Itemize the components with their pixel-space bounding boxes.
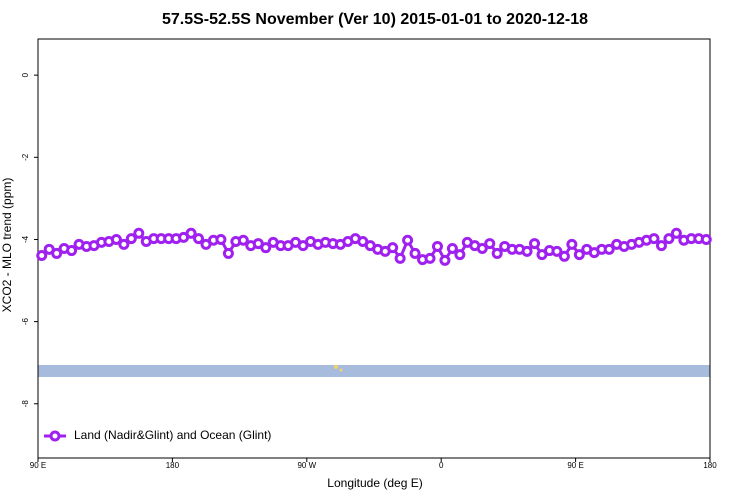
data-point <box>110 233 122 245</box>
x-tick-label: 180 <box>703 461 717 470</box>
y-tick-label: -2 <box>21 153 30 161</box>
data-point <box>700 233 712 245</box>
x-axis-label: Longitude (deg E) <box>327 476 422 490</box>
data-point <box>185 227 197 239</box>
data-point <box>125 233 137 245</box>
data-point <box>36 249 48 261</box>
legend-label: Land (Nadir&Glint) and Ocean (Glint) <box>74 428 271 442</box>
data-point <box>558 250 570 262</box>
data-point <box>387 242 399 254</box>
data-point <box>491 247 503 259</box>
data-point <box>424 252 436 264</box>
x-tick-label: 90 E <box>30 461 46 470</box>
data-point <box>431 240 443 252</box>
legend-marker <box>49 430 61 442</box>
chart-title: 57.5S-52.5S November (Ver 10) 2015-01-01… <box>162 11 588 28</box>
data-point <box>402 234 414 246</box>
data-point <box>409 247 421 259</box>
x-tick-label: 90 E <box>567 461 583 470</box>
x-tick-label: 180 <box>166 461 180 470</box>
land-speck <box>339 368 343 372</box>
data-point <box>663 233 675 245</box>
y-tick-label: 0 <box>21 72 30 77</box>
data-point <box>566 238 578 250</box>
data-point <box>237 234 249 246</box>
x-tick-label: 0 <box>439 461 444 470</box>
data-point <box>439 254 451 266</box>
land-speck <box>334 365 338 369</box>
data-point <box>476 243 488 254</box>
y-tick-label: -8 <box>21 400 30 408</box>
plot-frame <box>37 38 711 459</box>
y-tick-label: -6 <box>21 318 30 326</box>
data-point <box>655 240 667 252</box>
land-ocean-strip <box>38 365 710 377</box>
data-point <box>603 243 615 255</box>
y-axis-label: XCO2 - MLO trend (ppm) <box>0 178 14 313</box>
data-point <box>454 249 466 261</box>
data-point <box>118 238 130 250</box>
data-point <box>446 243 458 254</box>
x-tick-label: 90 W <box>297 461 316 470</box>
data-point <box>670 227 682 239</box>
data-point <box>51 247 63 259</box>
data-point <box>222 247 234 259</box>
data-point <box>484 238 496 250</box>
data-point <box>573 249 585 261</box>
data-point <box>394 252 406 264</box>
data-point <box>215 233 227 245</box>
data-point <box>648 233 660 245</box>
data-point <box>260 242 272 254</box>
data-point <box>521 245 533 257</box>
data-point <box>66 245 78 257</box>
y-tick-label: -4 <box>21 235 30 243</box>
data-point <box>133 227 145 239</box>
data-point <box>551 245 563 257</box>
data-point <box>193 233 205 245</box>
data-point <box>529 238 541 250</box>
